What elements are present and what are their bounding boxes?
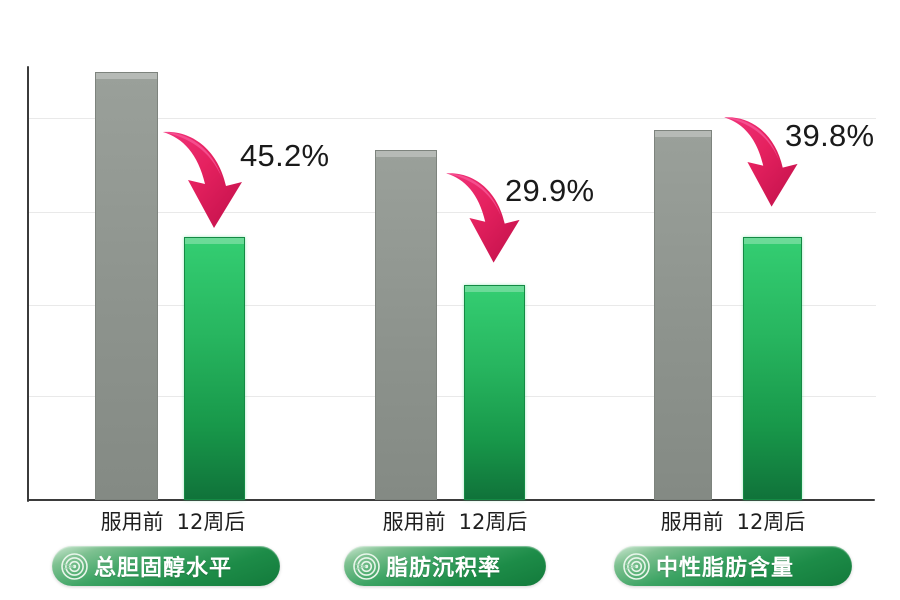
gridline-3 [28,305,876,306]
tick-labels-group-3: 服用前 12周后 [618,506,848,536]
tick-label-before-group-1: 服用前 [100,510,164,534]
bar-gloss [655,131,711,137]
bar-after-group-2 [464,285,525,500]
spiral-target-icon [623,552,650,580]
spiral-target-icon [353,552,380,580]
bar-gloss [376,151,436,157]
bar-before-group-1 [95,72,158,500]
tick-label-after-group-1: 12周后 [176,510,246,534]
bar-before-group-2 [375,150,437,500]
spiral-target-icon [61,552,88,580]
tick-label-after-group-3: 12周后 [736,510,806,534]
category-pill-group-3[interactable]: 中性脂肪含量 [614,546,852,586]
decline-arrow-icon-group-2 [440,166,536,270]
decline-arrow-icon-group-1 [158,124,258,236]
bar-after-group-1 [184,237,245,500]
gridline-4 [28,396,876,397]
category-pill-label-group-3: 中性脂肪含量 [656,556,795,581]
percent-label-group-1: 45.2% [240,138,330,173]
gridline-1 [28,118,876,119]
bar-after-group-3 [743,237,802,500]
bar-gloss [465,286,524,292]
tick-label-before-group-3: 服用前 [660,510,724,534]
tick-label-after-group-2: 12周后 [458,510,528,534]
bar-before-group-3 [654,130,712,500]
bar-gloss [96,73,157,79]
tick-labels-group-1: 服用前 12周后 [58,506,288,536]
bar-gloss [744,238,801,244]
gridline-2 [28,212,876,213]
category-pill-group-1[interactable]: 总胆固醇水平 [52,546,280,586]
category-pill-label-group-1: 总胆固醇水平 [94,556,233,581]
tick-labels-group-2: 服用前 12周后 [340,506,570,536]
category-pill-label-group-2: 脂肪沉积率 [386,556,502,581]
y-axis-line [27,66,29,502]
tick-label-before-group-2: 服用前 [382,510,446,534]
percent-label-group-2: 29.9% [505,173,595,208]
x-axis-line [27,499,875,501]
percent-label-group-3: 39.8% [785,118,875,153]
bar-gloss [185,238,244,244]
decline-arrow-icon-group-3 [718,110,814,214]
category-pill-group-2[interactable]: 脂肪沉积率 [344,546,546,586]
